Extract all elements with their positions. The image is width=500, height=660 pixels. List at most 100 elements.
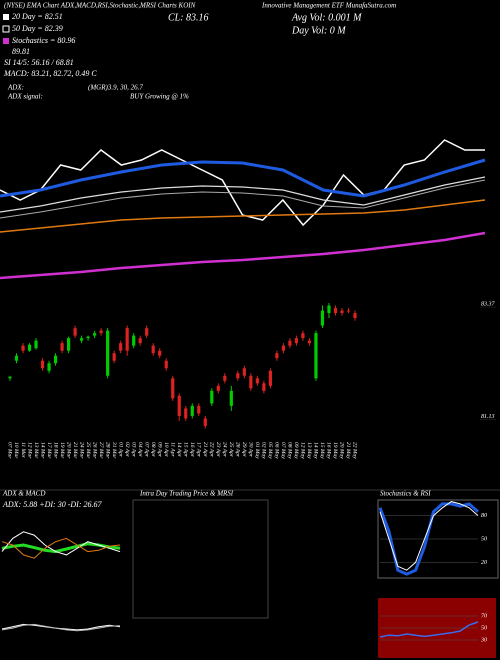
candle-body [294, 338, 299, 344]
x-tick-label: 31 Mar [111, 441, 117, 459]
x-tick-label: 25 Apr [228, 442, 234, 458]
candle-body [66, 338, 71, 351]
ema20: 20 Day = 82.51 [12, 12, 63, 21]
candle-body [34, 340, 38, 349]
x-tick-label: 24 Apr [222, 442, 229, 458]
candle-body [99, 330, 103, 334]
legend-swatch [2, 25, 10, 33]
candle-body [203, 418, 207, 426]
x-tick-label: 24 Mar [78, 442, 85, 459]
panel-frame [132, 499, 269, 619]
x-tick-label: 16 May [326, 442, 332, 459]
candle-body [86, 336, 90, 339]
y-tick-label: 20 [481, 560, 487, 566]
candle-body [47, 363, 51, 371]
candle-body [210, 390, 214, 404]
x-tick-label: 16 Apr [189, 442, 195, 458]
x-tick-label: 30 Apr [248, 441, 254, 458]
close: CL: 83.16 [168, 12, 209, 23]
candle-body [288, 340, 292, 346]
day-vol: Day Vol: 0 M [291, 25, 346, 36]
x-tick-label: 23 Apr [215, 442, 221, 458]
x-tick-label: 21 May [345, 442, 351, 459]
avg-vol: Avg Vol: 0.001 M [291, 12, 362, 23]
candle-body [177, 395, 181, 416]
stoch: Stochastics = 80.96 [12, 36, 75, 45]
x-tick-label: 02 Apr [124, 442, 130, 458]
x-tick-label: 07 May [280, 442, 286, 459]
candle-body [112, 353, 116, 361]
x-tick-label: 11 Apr [169, 442, 175, 457]
x-tick-label: 17 Apr [196, 442, 202, 458]
series-line [0, 139, 485, 227]
x-tick-label: 19 May [332, 442, 338, 459]
series-line [1, 531, 121, 556]
series-line [379, 621, 479, 638]
x-tick-label: 01 May [254, 442, 260, 459]
adx-signal: BUY Growing @ 1% [130, 93, 189, 101]
x-tick-label: 14 Mar [39, 442, 46, 459]
candle-body [340, 310, 344, 314]
x-tick-label: 08 Apr [150, 442, 156, 458]
candle-body [346, 310, 351, 312]
panel-title: Stochastics & RSI [380, 490, 431, 498]
y-tick-label: 30 [480, 637, 487, 643]
x-tick-label: 02 May [261, 442, 267, 459]
x-tick-label: 25 Mar [85, 442, 91, 459]
candle-body [40, 360, 45, 369]
candle-body [80, 338, 84, 341]
panel-title: Intra Day Trading Price & MRSI [139, 490, 234, 498]
candle-body [171, 378, 175, 399]
series-line [0, 158, 486, 198]
candle-body [307, 340, 312, 344]
candle-body [27, 344, 32, 351]
candle-body [119, 343, 123, 351]
candle-body [164, 360, 168, 369]
candle-body [216, 385, 220, 391]
x-tick-label: 27 Mar [98, 442, 104, 459]
y-tick-label: 70 [481, 613, 487, 619]
x-tick-label: 29 Apr [241, 442, 247, 458]
x-tick-label: 21 Mar [72, 442, 78, 459]
y-tick-label: 81.13 [481, 414, 495, 420]
candle-body [8, 376, 12, 379]
macd: MACD: 83.21, 82.72, 0.49 C [3, 69, 97, 78]
candle-body [125, 328, 129, 351]
candle-body [275, 353, 279, 359]
title: (NYSE) EMA Chart ADX,MACD,RSI,Stochastic… [4, 2, 196, 10]
x-tick-label: 20 May [339, 442, 345, 459]
x-tick-label: 07 Mar [7, 442, 13, 459]
candle-body [236, 373, 240, 379]
x-tick-label: 06 May [274, 442, 280, 459]
candle-body [145, 328, 149, 336]
candle-body [190, 405, 194, 416]
candle-body [138, 338, 142, 344]
stoch2: 89.81 [12, 47, 30, 56]
x-tick-label: 09 Apr [156, 442, 162, 458]
y-tick-label: 50 [481, 625, 487, 631]
y-tick-label: 83.37 [481, 301, 496, 307]
x-tick-label: 05 May [267, 442, 273, 459]
adx-value: (MGR)3.9, 30, 26.7 [88, 84, 143, 92]
series-line [0, 176, 486, 213]
series-line [1, 537, 121, 559]
candle-body [320, 310, 325, 326]
series-line [379, 501, 479, 571]
x-tick-label: 10 Apr [163, 442, 169, 458]
candle-body [262, 383, 266, 391]
candle-body [151, 345, 155, 354]
candle-body [197, 405, 201, 414]
candle-body [333, 308, 338, 314]
x-tick-label: 28 Mar [104, 442, 110, 459]
adx-label: ADX: [7, 84, 24, 92]
x-tick-label: 07 Apr [143, 442, 149, 458]
series-line [0, 231, 486, 280]
source: Innovative Management ETF MunafaSutra.co… [261, 2, 396, 10]
candle-body [14, 355, 19, 361]
x-tick-label: 28 Apr [235, 442, 241, 458]
candle-body [249, 375, 253, 389]
x-tick-label: 10 Mar [13, 442, 19, 459]
x-tick-label: 12 May [300, 442, 306, 459]
